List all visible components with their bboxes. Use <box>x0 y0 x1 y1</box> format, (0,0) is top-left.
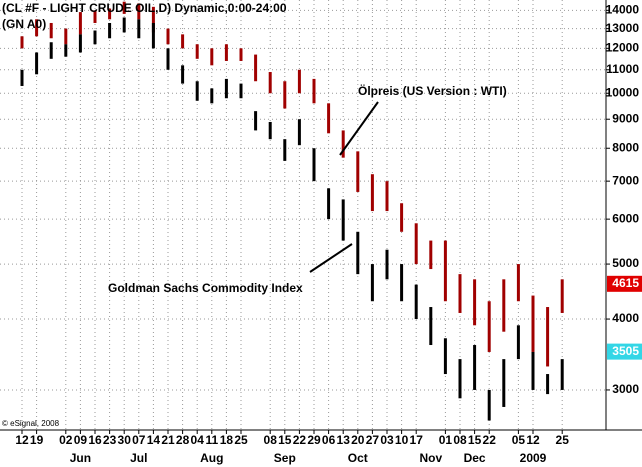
x-tick-label: 08 <box>453 433 467 447</box>
x-tick-label: 03 <box>380 433 394 447</box>
month-label: Dec <box>464 451 486 465</box>
y-tick-label: 10000 <box>606 85 640 99</box>
y-tick-label: 13000 <box>606 21 640 35</box>
last-value-label: 3505 <box>612 344 639 358</box>
y-tick-label: 11000 <box>606 62 639 76</box>
x-tick-label: 02 <box>59 433 73 447</box>
annotation: Goldman Sachs Commodity Index <box>108 281 303 295</box>
last-value-label: 4615 <box>612 276 639 290</box>
x-tick-label: 17 <box>410 433 424 447</box>
y-tick-label: 9000 <box>612 111 639 125</box>
x-tick-label: 13 <box>337 433 351 447</box>
x-tick-label: 05 <box>512 433 526 447</box>
y-tick-label: 4000 <box>612 311 639 325</box>
x-tick-label: 18 <box>220 433 234 447</box>
x-tick-label: 12 <box>526 433 540 447</box>
annotation-arrow <box>339 101 379 156</box>
last-value-box <box>607 343 642 360</box>
x-tick-label: 20 <box>351 433 365 447</box>
month-label: Jun <box>70 451 91 465</box>
month-label: Oct <box>348 451 368 465</box>
x-tick-label: 30 <box>118 433 132 447</box>
bars <box>20 1 564 421</box>
annotation: Ölpreis (US Version : WTI) <box>358 83 507 98</box>
x-tick-label: 07 <box>132 433 146 447</box>
x-tick-label: 22 <box>293 433 307 447</box>
x-tick-label: 25 <box>556 433 570 447</box>
x-tick-label: 21 <box>161 433 175 447</box>
y-tick-label: 3000 <box>612 382 639 396</box>
source: © eSignal, 2008 <box>2 419 60 428</box>
x-tick-label: 29 <box>307 433 321 447</box>
y-tick-label: 5000 <box>612 256 639 270</box>
x-tick-label: 27 <box>366 433 380 447</box>
x-tick-label: 08 <box>264 433 278 447</box>
x-tick-label: 15 <box>468 433 482 447</box>
x-tick-label: 11 <box>205 433 218 447</box>
x-tick-label: 23 <box>103 433 117 447</box>
chart-title: (CL #F - LIGHT CRUDE OIL,D) Dynamic,0:00… <box>2 1 287 15</box>
y-tick-label: 12000 <box>606 41 640 55</box>
last-value-box <box>607 275 642 292</box>
x-tick-label: 28 <box>176 433 190 447</box>
y-tick-label: 14000 <box>606 3 640 17</box>
x-tick-label: 04 <box>191 433 205 447</box>
month-label: Sep <box>274 451 296 465</box>
y-tick-label: 7000 <box>612 173 639 187</box>
chart-subtitle: (GN A0) <box>2 17 46 31</box>
x-tick-label: 16 <box>88 433 102 447</box>
annotation-arrow <box>309 243 353 273</box>
x-tick-label: 22 <box>483 433 497 447</box>
x-tick-label: 09 <box>74 433 88 447</box>
x-tick-label: 10 <box>395 433 409 447</box>
x-tick-label: 15 <box>278 433 292 447</box>
x-tick-label: 06 <box>322 433 336 447</box>
month-label: Jul <box>130 451 147 465</box>
x-tick-label: 25 <box>234 433 248 447</box>
x-tick-label: 14 <box>147 433 161 447</box>
y-tick-label: 8000 <box>612 140 639 154</box>
month-label: Nov <box>419 451 442 465</box>
month-label: Aug <box>200 451 223 465</box>
y-tick-label: 6000 <box>612 211 639 225</box>
x-tick-label: 01 <box>439 433 453 447</box>
x-tick-label: 19 <box>30 433 44 447</box>
month-label: 2009 <box>520 451 547 465</box>
x-tick-label: 12 <box>15 433 29 447</box>
